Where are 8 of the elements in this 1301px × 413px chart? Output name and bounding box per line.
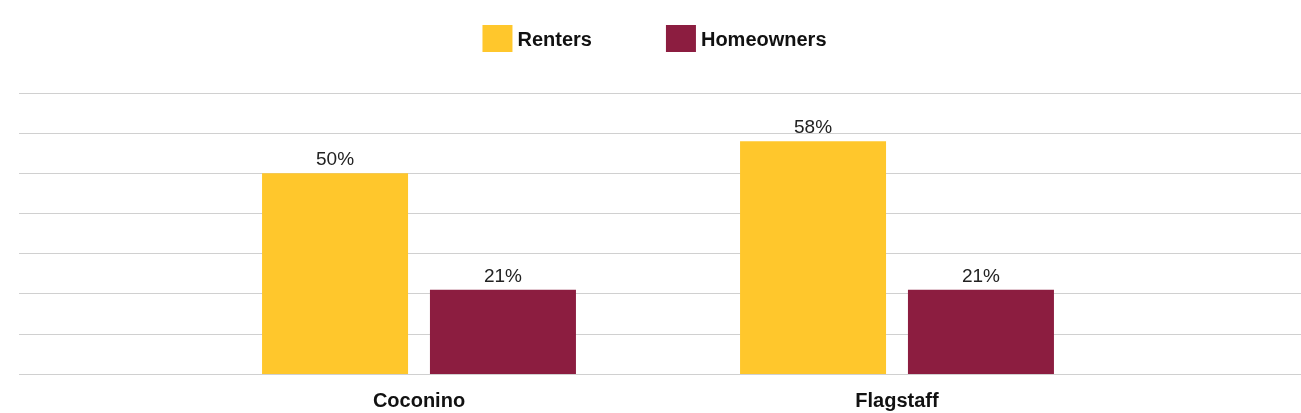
data-label: 58% — [794, 116, 833, 138]
x-tick-label: Coconino — [372, 389, 466, 411]
legend-label: Renters — [517, 27, 592, 50]
data-label: 21% — [483, 264, 523, 286]
data-label: 50% — [316, 148, 355, 170]
legend-label: Homeowners — [700, 27, 827, 50]
data-label: 21% — [961, 264, 1001, 286]
x-tick-label: Flagstaff — [855, 389, 940, 411]
